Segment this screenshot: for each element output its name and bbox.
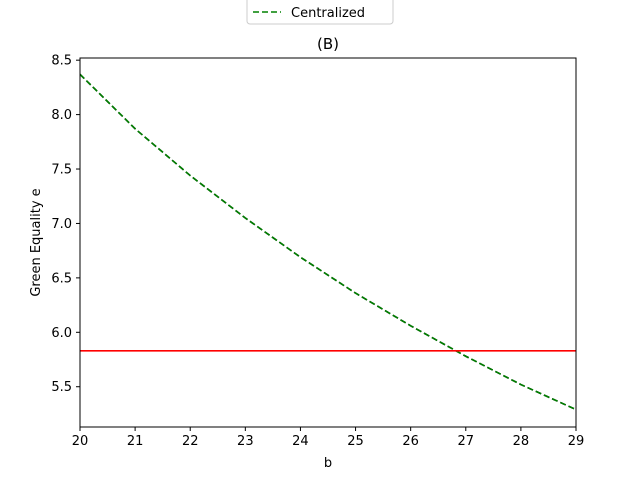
series-line-0 xyxy=(79,73,577,411)
y-tick-label: 8.0 xyxy=(51,108,72,123)
legend-box xyxy=(246,0,394,25)
plot-frame xyxy=(79,57,577,428)
y-tick-label: 8.5 xyxy=(51,54,72,69)
series-layer xyxy=(79,73,577,411)
x-tick-label: 25 xyxy=(347,434,364,449)
x-tick-label: 26 xyxy=(402,434,419,449)
x-tick-label: 21 xyxy=(127,434,144,449)
series-line-1 xyxy=(79,73,577,411)
x-tick-label: 27 xyxy=(458,434,475,449)
y-tick-label: 6.5 xyxy=(51,271,72,286)
legend-label: Centralized xyxy=(291,6,365,21)
x-axis-ticks: 20 21 22 23 24 25 26 27 28 29 xyxy=(72,427,585,449)
chart-title: (B) xyxy=(317,35,339,53)
y-axis-label: Green Equality e xyxy=(29,188,44,296)
x-tick-label: 20 xyxy=(72,434,89,449)
x-tick-label: 24 xyxy=(292,434,309,449)
x-tick-label: 29 xyxy=(568,434,585,449)
x-tick-label: 28 xyxy=(513,434,530,449)
y-tick-label: 5.5 xyxy=(51,380,72,395)
x-axis-label: b xyxy=(324,456,332,471)
legend: Centralized xyxy=(246,0,394,25)
x-tick-label: 22 xyxy=(182,434,199,449)
y-axis-ticks: 5.5 6.0 6.5 7.0 7.5 8.0 8.5 xyxy=(51,54,80,395)
y-tick-label: 6.0 xyxy=(51,326,72,341)
y-tick-label: 7.5 xyxy=(51,163,72,178)
x-tick-label: 23 xyxy=(237,434,254,449)
y-tick-label: 7.0 xyxy=(51,217,72,232)
